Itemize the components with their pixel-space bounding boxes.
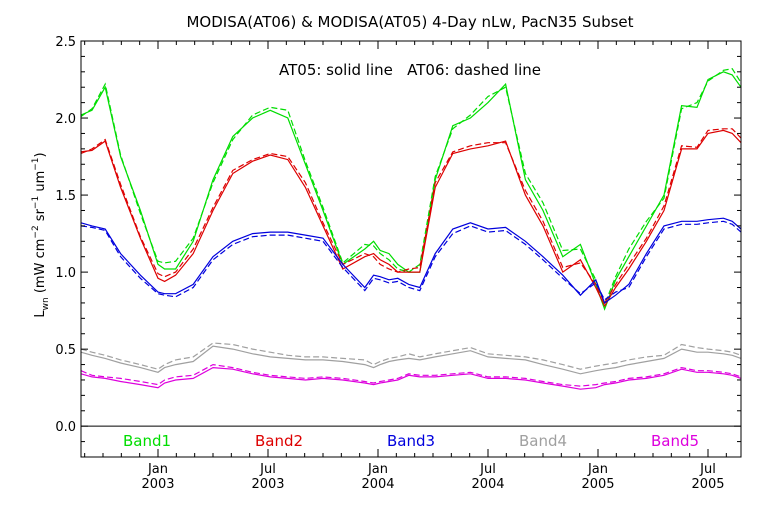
svg-text:Lwn (mW cm−2 sr−1 um−1): Lwn (mW cm−2 sr−1 um−1) (31, 152, 51, 317)
x-tick-label-year: 2003 (141, 477, 174, 492)
series-line-band2-dashed (80, 128, 742, 305)
y-label-sub: wn (41, 297, 51, 310)
y-label-exp2: −1 (31, 196, 41, 209)
y-label-post: um (33, 171, 48, 196)
y-label-mid: sr (33, 208, 48, 225)
y-axis-label: Lwn (mW cm−2 sr−1 um−1) (31, 152, 51, 317)
x-tick-label-year: 2004 (471, 477, 504, 492)
x-tick-label-month: Jul (699, 462, 716, 477)
y-label-exp1: −2 (31, 225, 41, 238)
series-line-band4-solid (80, 345, 742, 375)
axis-layer: 0.00.51.01.52.02.5Jan2003Jul2003Jan2004J… (55, 35, 742, 492)
legend-label-band1: Band1 (123, 432, 171, 450)
x-tick-label-month: Jan (147, 462, 168, 477)
x-tick-label-year: 2005 (581, 477, 614, 492)
y-tick-label: 2.0 (55, 112, 76, 127)
y-label-units: (mW cm (33, 239, 48, 294)
legend-label-band4: Band4 (519, 432, 567, 450)
x-tick-label-month: Jan (587, 462, 608, 477)
series-line-band3-dashed (80, 220, 742, 301)
plot-frame (80, 40, 742, 458)
x-tick-label-year: 2005 (691, 477, 724, 492)
x-tick-label-month: Jul (479, 462, 496, 477)
y-label-exp3: −1 (31, 157, 41, 170)
y-tick-label: 2.5 (55, 35, 76, 50)
y-tick-label: 0.0 (55, 420, 76, 435)
x-tick-label-year: 2004 (361, 477, 394, 492)
y-tick-label: 1.5 (55, 189, 76, 204)
legend-label-band5: Band5 (651, 432, 699, 450)
series-line-band5-solid (80, 366, 742, 390)
series-line-band1-solid (80, 71, 742, 311)
x-tick-label-year: 2003 (251, 477, 284, 492)
legend: Band1 Band2 Band3 Band4 Band5 (123, 432, 699, 450)
y-tick-label: 0.5 (55, 343, 76, 358)
x-tick-label-month: Jul (259, 462, 276, 477)
series-line-band3-solid (80, 217, 742, 304)
x-tick-label-month: Jan (367, 462, 388, 477)
series-line-band4-dashed (80, 342, 742, 370)
y-tick-label: 1.0 (55, 266, 76, 281)
y-label-close: ) (33, 152, 48, 157)
y-label-main: L (33, 310, 48, 318)
legend-label-band3: Band3 (387, 432, 435, 450)
chart-title: MODISA(AT06) & MODISA(AT05) 4-Day nLw, P… (186, 13, 633, 31)
chart-annotation: AT05: solid line AT06: dashed line (279, 61, 541, 79)
legend-label-band2: Band2 (255, 432, 303, 450)
series-line-band2-solid (80, 129, 742, 308)
series-line-band5-dashed (80, 363, 742, 387)
series-layer (80, 68, 742, 390)
